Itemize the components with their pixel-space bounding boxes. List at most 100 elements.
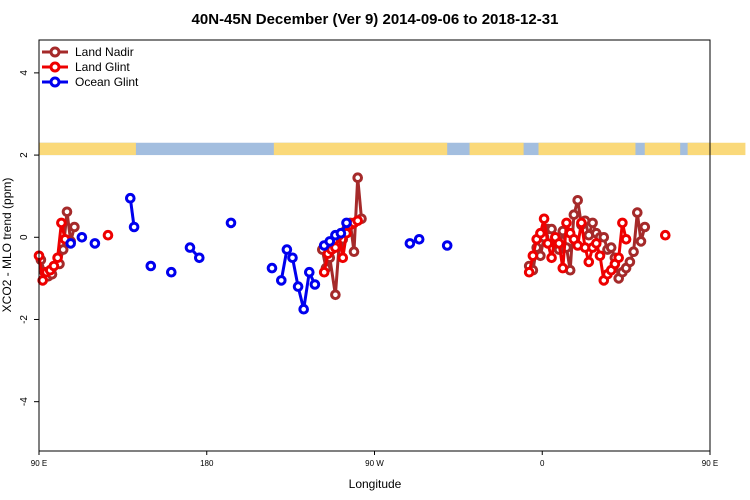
- ocean-glint-point: [341, 217, 352, 229]
- x-tick-label: 0: [540, 459, 545, 468]
- land-nadir-point: [546, 223, 557, 235]
- land-nadir-point: [352, 172, 364, 183]
- land-nadir-point: [598, 232, 610, 243]
- strip-land-2: [469, 142, 524, 156]
- strip-land-1: [273, 142, 448, 156]
- ocean-glint-point: [266, 262, 278, 274]
- ocean-glint-point: [276, 275, 287, 286]
- land-nadir-point: [624, 256, 636, 268]
- land-glint-point: [542, 238, 554, 249]
- legend-item-land-nadir: Land Nadir: [42, 45, 134, 59]
- land-glint-point: [557, 262, 569, 274]
- legend-label: Land Nadir: [75, 45, 134, 59]
- land-glint-point: [561, 217, 572, 229]
- ocean-glint-point: [166, 266, 177, 278]
- land-glint-point: [583, 256, 595, 268]
- ocean-glint-point: [76, 232, 88, 243]
- land-glint-point: [660, 229, 671, 241]
- ocean-glint-point: [287, 252, 298, 264]
- y-tick-label: 0: [19, 234, 30, 240]
- x-axis-title: Longitude: [349, 477, 402, 491]
- ocean-glint-point: [65, 238, 76, 249]
- land-glint-point: [613, 252, 625, 264]
- ocean-glint-point: [125, 192, 136, 204]
- land-nadir-point: [57, 244, 69, 255]
- legend-swatch-point: [49, 61, 61, 73]
- land-glint-point: [56, 217, 67, 229]
- land-glint-point: [594, 250, 606, 262]
- land-nadir-point: [61, 206, 73, 218]
- land-nadir-point: [635, 236, 647, 247]
- land-glint-point: [102, 229, 114, 241]
- y-tick-label: 4: [19, 70, 30, 76]
- ocean-glint-point: [145, 260, 157, 272]
- land-glint-point: [546, 252, 557, 264]
- ocean-glint-point: [184, 242, 196, 253]
- ocean-glint-point: [413, 234, 425, 245]
- land-nadir-point: [628, 246, 639, 257]
- ocean-glint-point: [404, 238, 416, 249]
- series-land-glint: [33, 213, 671, 286]
- land-nadir-point: [348, 246, 360, 257]
- y-axis-title: XCO2 - MLO trend (ppm): [0, 178, 14, 313]
- legend-item-ocean-glint: Ocean Glint: [42, 75, 139, 89]
- land-nadir-point: [587, 217, 598, 229]
- ocean-glint-point: [194, 252, 205, 264]
- series-ocean-glint: [65, 192, 453, 315]
- land-nadir-point: [605, 242, 617, 253]
- land-glint-point: [617, 217, 628, 229]
- land-glint-point: [576, 217, 587, 229]
- strip-land-4: [644, 142, 681, 156]
- land-sea-strip: [39, 142, 746, 156]
- y-tick-label: 2: [19, 152, 30, 158]
- y-axis: -4 -2 0 2 4: [19, 70, 39, 406]
- land-glint-point: [591, 238, 602, 249]
- land-glint-point: [37, 275, 49, 286]
- ocean-glint-point: [304, 266, 315, 278]
- ocean-glint-point: [225, 217, 237, 229]
- x-tick-label: 90 W: [365, 459, 384, 468]
- y-tick-label: -4: [19, 397, 30, 406]
- land-nadir-point: [69, 221, 80, 233]
- ocean-glint-point: [298, 303, 310, 315]
- ocean-glint-point: [89, 238, 101, 249]
- land-nadir-point: [568, 209, 580, 220]
- legend-swatch-point: [49, 46, 61, 58]
- land-nadir-point: [330, 289, 341, 301]
- x-tick-label: 90 E: [31, 459, 47, 468]
- land-glint-point: [535, 227, 546, 239]
- land-glint-point: [330, 242, 341, 253]
- x-axis: 90 E 180 90 W 0 90 E: [31, 451, 718, 468]
- land-glint-point: [538, 213, 550, 225]
- ocean-glint-point: [441, 240, 453, 251]
- chart-title: 40N-45N December (Ver 9) 2014-09-06 to 2…: [192, 11, 559, 28]
- land-glint-point: [553, 238, 565, 249]
- land-glint-point: [523, 266, 535, 278]
- land-nadir-point: [632, 207, 643, 218]
- land-glint-point: [352, 215, 364, 227]
- ocean-glint-point: [292, 281, 304, 292]
- legend-swatch-point: [49, 76, 61, 88]
- strip-land-5: [687, 142, 746, 156]
- legend-item-land-glint: Land Glint: [42, 60, 130, 74]
- legend-label: Land Glint: [75, 60, 130, 74]
- land-nadir-point: [572, 195, 584, 206]
- ocean-glint-point: [309, 279, 321, 290]
- legend-label: Ocean Glint: [75, 75, 139, 89]
- ocean-glint-point: [335, 227, 347, 239]
- land-glint-point: [52, 252, 63, 264]
- land-glint-point: [337, 252, 349, 264]
- x-tick-label: 90 E: [702, 459, 718, 468]
- y-tick-label: -2: [19, 315, 30, 324]
- x-tick-label: 180: [200, 459, 214, 468]
- strip-land-0: [39, 142, 136, 156]
- ocean-glint-point: [128, 221, 140, 233]
- land-glint-point: [527, 250, 539, 262]
- ocean-glint-point: [324, 236, 336, 247]
- ocean-glint-point: [281, 244, 293, 255]
- land-glint-point: [318, 266, 330, 278]
- land-nadir-point: [639, 221, 651, 233]
- land-glint-point: [620, 234, 632, 245]
